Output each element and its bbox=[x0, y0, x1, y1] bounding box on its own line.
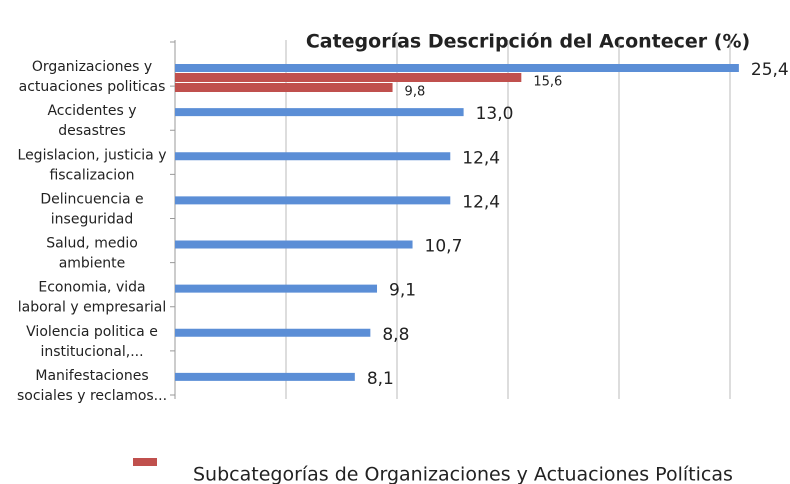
category-label: institucional,... bbox=[40, 344, 143, 360]
value-label: 12,4 bbox=[462, 148, 500, 168]
value-label: 25,4 bbox=[751, 60, 789, 80]
value-label: 13,0 bbox=[476, 104, 514, 124]
category-label: Legislacion, justicia y bbox=[18, 147, 167, 163]
category-label: Accidentes y bbox=[47, 103, 136, 119]
bar bbox=[175, 372, 355, 381]
category-label: ambiente bbox=[59, 256, 126, 272]
category-label: Manifestaciones bbox=[35, 368, 148, 384]
bar bbox=[175, 284, 378, 293]
bar bbox=[175, 196, 451, 205]
sub-value-label: 15,6 bbox=[533, 75, 562, 90]
legend-label: Subcategorías de Organizaciones y Actuac… bbox=[193, 464, 733, 484]
value-label: 10,7 bbox=[425, 237, 463, 257]
bar bbox=[175, 152, 451, 161]
bar bbox=[175, 240, 413, 249]
category-label: sociales y reclamos... bbox=[17, 388, 167, 404]
category-label: Salud, medio bbox=[46, 236, 138, 252]
category-label: Economia, vida bbox=[38, 280, 145, 296]
category-label: desastres bbox=[58, 123, 126, 139]
value-label: 9,1 bbox=[389, 281, 416, 301]
chart-title: Categorías Descripción del Acontecer (%) bbox=[306, 31, 750, 53]
value-label: 12,4 bbox=[462, 192, 500, 212]
category-label: laboral y empresarial bbox=[18, 300, 167, 316]
value-label: 8,1 bbox=[367, 369, 394, 389]
bar bbox=[175, 328, 371, 337]
category-label: inseguridad bbox=[51, 211, 133, 227]
category-label: actuaciones politicas bbox=[19, 79, 166, 95]
sub-bar bbox=[175, 83, 393, 92]
value-label: 8,8 bbox=[382, 325, 409, 345]
category-label: fiscalizacion bbox=[49, 167, 134, 183]
sub-value-label: 9,8 bbox=[405, 85, 426, 100]
sub-bar bbox=[175, 73, 522, 82]
bar bbox=[175, 64, 739, 72]
bar bbox=[175, 108, 464, 117]
legend-swatch bbox=[133, 458, 157, 466]
category-label: Organizaciones y bbox=[32, 59, 152, 75]
category-label: Violencia politica e bbox=[26, 324, 158, 340]
category-label: Delincuencia e bbox=[40, 191, 143, 207]
